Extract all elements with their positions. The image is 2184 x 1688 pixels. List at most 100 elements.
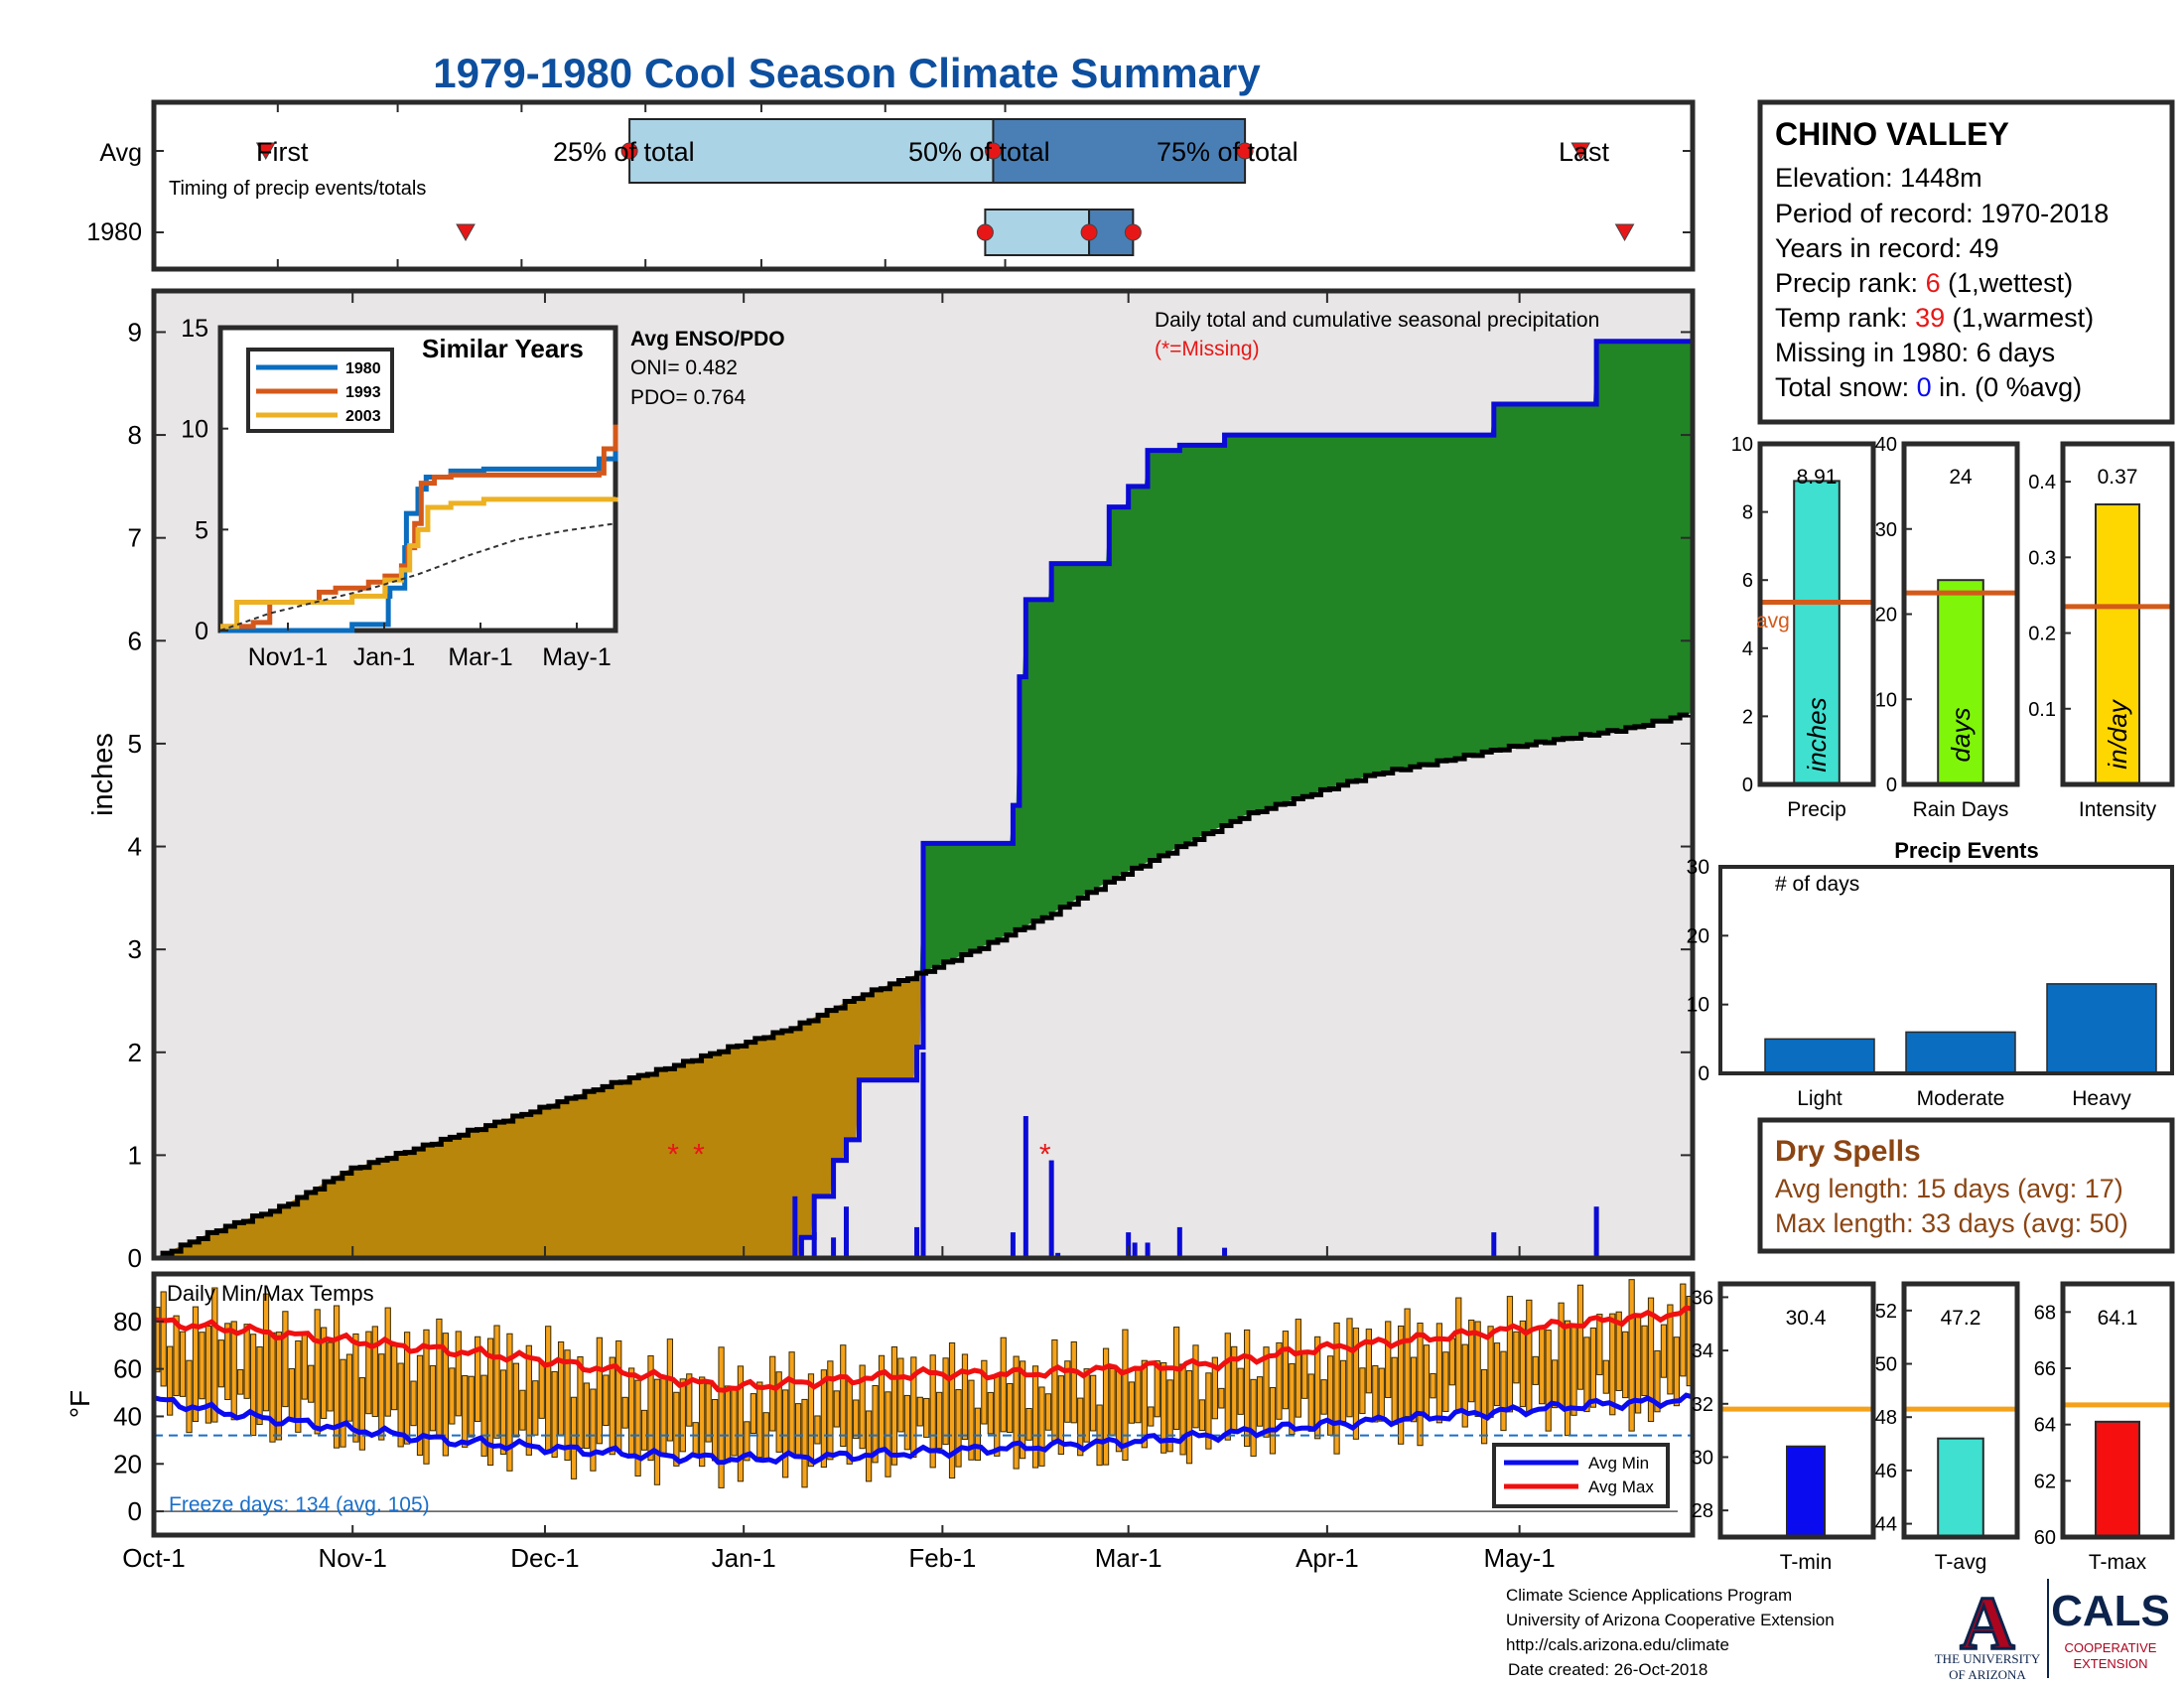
daily-temp-bar	[449, 1367, 456, 1425]
x-axis-label: Apr-1	[1296, 1543, 1359, 1573]
daily-precip-bar	[1048, 1160, 1054, 1258]
event-bar-moderate	[1905, 1031, 2016, 1074]
daily-temp-bar	[1448, 1337, 1455, 1386]
daily-temp-bar	[1641, 1325, 1648, 1397]
daily-temp-bar	[942, 1357, 949, 1446]
daily-temp-bar	[230, 1321, 237, 1421]
daily-temp-bar	[615, 1339, 622, 1452]
inset-legend: 1980 1993 2003	[256, 360, 381, 425]
x-axis-label: Dec-1	[510, 1543, 579, 1573]
station-elevation: Elevation: 1448m	[1775, 163, 1982, 193]
daily-temp-bar	[506, 1333, 513, 1472]
daily-temp-bar	[666, 1338, 674, 1442]
daily-temp-bar	[974, 1407, 982, 1462]
daily-temp-bar	[1558, 1302, 1565, 1407]
daily-temp-bar	[192, 1306, 200, 1423]
tsum-ytick-label: 50	[1875, 1354, 1897, 1376]
tsum-category-label: T-max	[2089, 1551, 2147, 1574]
daily-temp-bar	[1205, 1372, 1212, 1450]
daily-temp-bar	[1154, 1360, 1160, 1418]
daily-temp-bar	[872, 1385, 879, 1464]
tsum-bar-t-max	[2095, 1420, 2140, 1539]
total-frame	[2060, 441, 2175, 787]
daily-precip-bar	[1126, 1232, 1132, 1258]
daily-temp-bar	[859, 1364, 866, 1450]
total-category-label: Intensity	[2079, 798, 2157, 821]
daily-temp-bar	[321, 1327, 328, 1419]
event-bar-heavy	[2046, 983, 2157, 1074]
daily-temp-bar	[1385, 1321, 1392, 1399]
daily-precip-bar	[914, 1226, 920, 1258]
inset-legend-label-1993: 1993	[345, 384, 381, 401]
tsum-ytick-label: 34	[1692, 1340, 1713, 1362]
daily-temp-bar	[378, 1353, 385, 1441]
total-ytick-label: 0	[1886, 774, 1897, 796]
daily-temp-bar	[1038, 1386, 1045, 1467]
daily-temp-bar	[686, 1373, 693, 1427]
daily-precip-bar	[1593, 1206, 1599, 1258]
precip-ytick-label: 9	[128, 317, 142, 347]
daily-temp-bar	[788, 1351, 795, 1455]
cals-wordmark: CALS	[2051, 1587, 2170, 1635]
total-frame	[1757, 441, 1876, 787]
daily-temp-bar	[807, 1373, 815, 1468]
daily-precip-bar	[811, 1232, 817, 1258]
daily-temp-bar	[1673, 1336, 1680, 1407]
daily-temp-bar	[384, 1307, 391, 1417]
daily-temp-bar	[1378, 1367, 1385, 1422]
daily-temp-bar	[1148, 1406, 1155, 1427]
snow-note: in. (0 %avg)	[1932, 372, 2083, 402]
x-axis-label: May-1	[1484, 1543, 1556, 1573]
daily-temp-bar	[1352, 1328, 1360, 1440]
temp-ytick-label: 0	[128, 1496, 142, 1526]
daily-temp-bar	[731, 1389, 738, 1457]
total-ytick-label: 0	[1742, 774, 1753, 796]
avg-marker-label: avg	[1756, 610, 1790, 633]
daily-temp-bar	[1552, 1359, 1559, 1409]
daily-temp-bar	[1025, 1408, 1032, 1441]
daily-temp-bar	[564, 1349, 571, 1462]
timing-p25-label: 25% of total	[553, 137, 695, 167]
daily-temp-bar	[340, 1358, 346, 1448]
daily-temp-bar	[994, 1375, 1001, 1457]
daily-temp-bar	[961, 1353, 969, 1441]
legend-avg-max-label: Avg Max	[1588, 1477, 1654, 1496]
timing-subtitle: Timing of precip events/totals	[169, 178, 426, 200]
tsum-ytick-label: 60	[2034, 1527, 2056, 1549]
daily-temp-bar	[1102, 1347, 1110, 1466]
events-title: Precip Events	[1894, 838, 2039, 863]
daily-temp-bar	[217, 1339, 224, 1388]
daily-temp-bar	[237, 1368, 244, 1395]
enso-title: Avg ENSO/PDO	[630, 328, 785, 351]
inset-ytick-label: 5	[195, 516, 208, 544]
precip-rank-label: Precip rank:	[1775, 268, 1926, 298]
daily-temp-bar	[1090, 1374, 1097, 1432]
station-info: CHINO VALLEY Elevation: 1448m Period of …	[1757, 99, 2175, 425]
tsum-ytick-label: 46	[1875, 1461, 1897, 1482]
temps-frame	[151, 1271, 1696, 1538]
daily-temp-bar	[1044, 1393, 1052, 1431]
tsum-value-label: 64.1	[2098, 1307, 2138, 1330]
daily-temp-bar	[1064, 1360, 1071, 1423]
daily-temp-bar	[262, 1293, 270, 1412]
event-category-label: Moderate	[1917, 1087, 2005, 1110]
total-ytick-label: 30	[1875, 519, 1897, 541]
daily-temp-bar	[1667, 1304, 1674, 1395]
missing-annotation: (*=Missing)	[1155, 338, 1260, 360]
precip-ytick-label: 4	[128, 832, 142, 862]
total-bar-unit-label: days	[1946, 708, 1976, 763]
daily-precip-bar	[1222, 1247, 1228, 1258]
station-temp-rank: Temp rank: 39 (1,warmest)	[1775, 303, 2094, 333]
inset-ytick-label: 0	[195, 618, 208, 645]
daily-temp-bar	[1224, 1333, 1231, 1441]
total-bar-unit-label: in/day	[2103, 698, 2132, 769]
total-bar-precip	[1793, 480, 1841, 785]
daily-temp-bar	[840, 1344, 847, 1448]
daily-temp-bar	[224, 1323, 231, 1401]
daily-temp-bar	[679, 1378, 686, 1453]
total-category-label: Precip	[1787, 798, 1846, 821]
daily-temp-bar	[480, 1374, 487, 1457]
daily-temp-bar	[1647, 1297, 1655, 1423]
daily-temp-bar	[724, 1385, 732, 1464]
